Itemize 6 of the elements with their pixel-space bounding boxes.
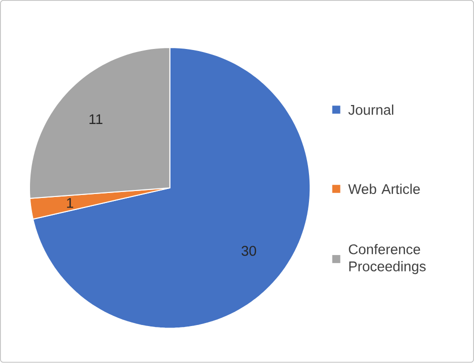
data-label: 1	[67, 198, 74, 208]
legend-label: Web Article	[348, 184, 420, 194]
legend-label: Journal	[348, 104, 394, 115]
data-label: 11	[90, 114, 102, 124]
legend-label: Conference Proceedings	[348, 244, 426, 274]
data-label: 30	[242, 246, 256, 256]
